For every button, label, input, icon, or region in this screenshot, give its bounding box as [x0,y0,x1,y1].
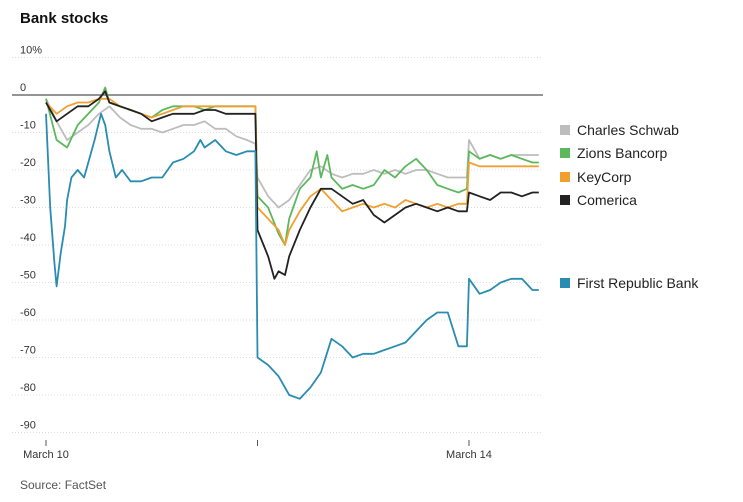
series-line-first-republic-bank [45,112,539,400]
y-tick-label: -50 [20,270,36,282]
legend-swatch [560,278,570,288]
y-tick-label: -10 [20,120,36,132]
legend-swatch [560,125,570,135]
series-line-zions-bancorp [45,86,539,246]
legend-swatch [560,195,570,205]
y-tick-label: -80 [20,382,36,394]
y-tick-label: -90 [20,420,36,432]
chart-title: Bank stocks [20,10,109,27]
legend-label: KeyCorp [577,169,632,185]
y-tick-label: -70 [20,345,36,357]
legend-label: Charles Schwab [577,122,679,138]
source-note: Source: FactSet [20,478,107,492]
y-tick-label: -20 [20,157,36,169]
x-tick-label: March 10 [23,449,69,461]
legend-label: Zions Bancorp [577,145,667,161]
y-tick-label: 10% [20,45,42,57]
x-tick-label: March 14 [446,449,492,461]
y-tick-label: -30 [20,195,36,207]
y-tick-label: -40 [20,232,36,244]
series-line-charles-schwab [45,98,539,209]
legend-label: Comerica [577,192,637,208]
series-line-comerica [45,90,539,280]
y-tick-label: 0 [20,82,26,94]
legend-label: First Republic Bank [577,275,699,291]
legend-swatch [560,172,570,182]
y-tick-label: -60 [20,307,36,319]
legend-swatch [560,148,570,158]
